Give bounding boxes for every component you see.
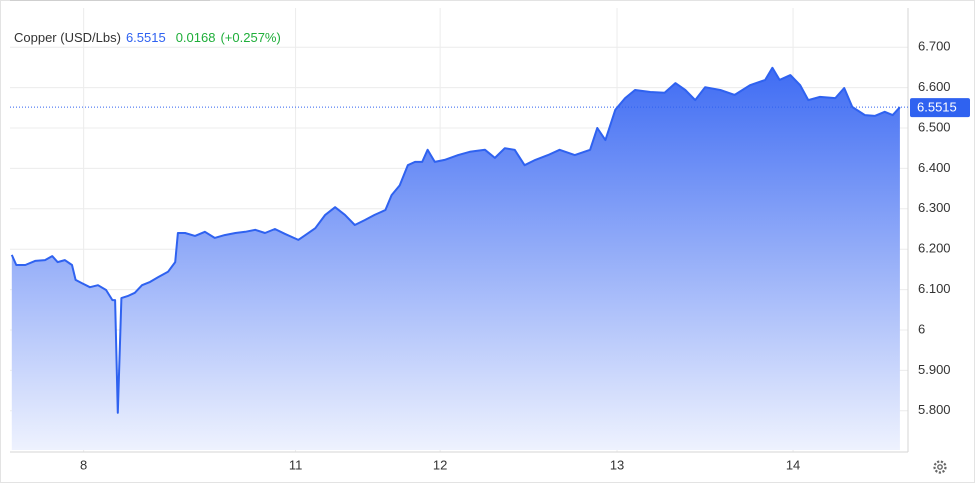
x-tick-label: 14 <box>786 457 800 472</box>
instrument: Copper (USD/Lbs) <box>14 30 121 45</box>
change: 0.0168 <box>176 30 216 45</box>
y-tick-label: 6.600 <box>918 79 951 94</box>
x-tick-label: 13 <box>610 457 624 472</box>
price-line <box>10 66 901 414</box>
chart-title: Copper (USD/Lbs) 6.5515 0.0168 (+0.257%) <box>14 30 281 45</box>
y-tick-label: 6.500 <box>918 119 951 134</box>
x-tick-label: 12 <box>433 457 447 472</box>
last-price-box <box>910 98 970 118</box>
y-tick-label: 5.800 <box>918 402 951 417</box>
y-tick-label: 6.700 <box>918 39 951 54</box>
settings-icon[interactable] <box>933 460 947 474</box>
y-tick-label: 6 <box>918 321 925 336</box>
y-tick-label: 6.400 <box>918 160 951 175</box>
area-fill <box>11 67 900 451</box>
x-tick-label: 11 <box>289 457 303 472</box>
x-tick-label: 8 <box>80 457 87 472</box>
y-tick-label: 6.100 <box>918 281 951 296</box>
change-pct: (+0.257%) <box>220 30 280 45</box>
y-tick-label: 5.900 <box>918 362 951 377</box>
y-tick-label: 6.200 <box>918 241 951 256</box>
last-price-label: 6.5515 <box>917 100 957 115</box>
price: 6.5515 <box>126 30 166 45</box>
y-tick-label: 6.300 <box>918 200 951 215</box>
